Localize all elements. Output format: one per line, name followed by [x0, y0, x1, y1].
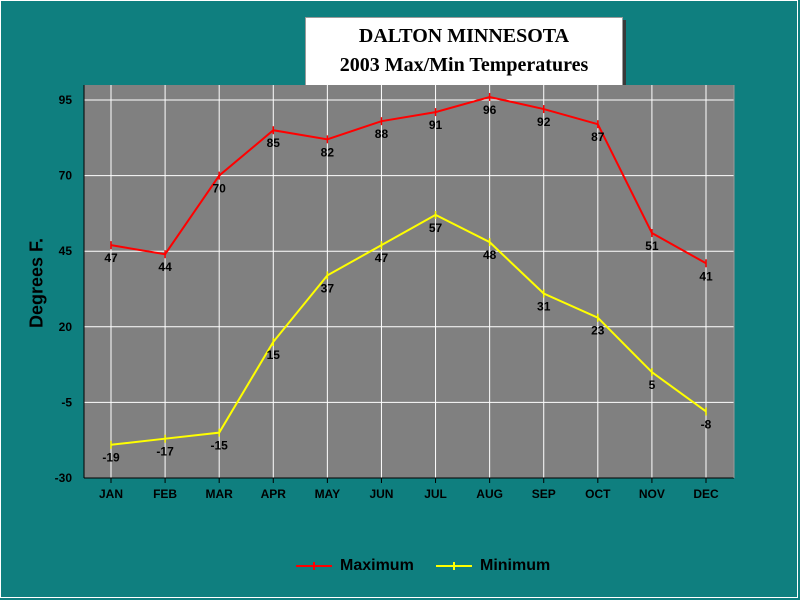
series-line-minimum	[110, 213, 707, 446]
data-label-maximum: 70	[213, 182, 227, 196]
data-label-minimum: 15	[267, 348, 281, 362]
data-label-maximum: 96	[483, 103, 497, 117]
data-label-minimum: 37	[321, 281, 335, 295]
x-tick-label: JUL	[424, 487, 447, 501]
legend-minimum-label: Minimum	[480, 557, 551, 574]
chart-title-line2: 2003 Max/Min Temperatures	[339, 54, 589, 76]
x-tick-label: OCT	[585, 487, 611, 501]
data-label-maximum: 85	[267, 136, 281, 150]
axes: 95 70 45 20 -5 -30 JAN FEB MAR APR MAY JUN JUL AUG SEP…	[55, 85, 735, 501]
legend: Maximum Minimum	[0, 557, 800, 579]
data-label-maximum: 88	[375, 127, 389, 141]
y-tick-label: 70	[59, 169, 73, 183]
legend-item-maximum: Maximum	[296, 557, 414, 575]
plot-background	[84, 85, 734, 478]
x-tick-label: DEC	[693, 487, 719, 501]
chart-title-line1: DALTON MINNESOTA	[358, 25, 570, 47]
data-label-maximum: 51	[645, 239, 659, 253]
data-label-maximum: 91	[429, 118, 443, 132]
data-label-minimum: -8	[701, 417, 712, 431]
x-tick-label: JUN	[369, 487, 393, 501]
data-label-maximum: 92	[537, 115, 551, 129]
x-tick-label: SEP	[532, 487, 556, 501]
data-label-maximum: 87	[591, 130, 605, 144]
x-tick-label: APR	[261, 487, 287, 501]
data-label-minimum: -15	[211, 439, 229, 453]
y-tick-label: 20	[59, 320, 73, 334]
x-tick-label: AUG	[476, 487, 503, 501]
y-tick-label: -30	[55, 471, 73, 485]
x-tick-label: NOV	[639, 487, 665, 501]
data-label-minimum: 57	[429, 221, 443, 235]
legend-minimum-swatch	[436, 562, 472, 570]
x-tick-label: MAR	[206, 487, 234, 501]
x-tick-label: MAY	[315, 487, 341, 501]
data-label-minimum: 23	[591, 324, 605, 338]
y-tick-label: -5	[61, 395, 72, 409]
data-label-maximum: 41	[699, 269, 713, 283]
data-label-minimum: 47	[375, 251, 389, 265]
y-tick-label: 45	[59, 244, 73, 258]
data-label-maximum: 44	[158, 260, 172, 274]
data-label-minimum: 31	[537, 300, 551, 314]
plot-area	[84, 85, 734, 478]
legend-item-minimum: Minimum	[436, 557, 550, 575]
series-lines	[110, 92, 707, 449]
y-tick-label: 95	[59, 93, 73, 107]
data-label-maximum: 82	[321, 145, 335, 159]
data-label-minimum: 48	[483, 248, 497, 262]
data-labels: 47 44 70 85 82 88 91 96 92 87 51 41 -19 -17 -15 15 37 47 5…	[102, 103, 713, 465]
legend-maximum-label: Maximum	[340, 557, 414, 574]
x-tick-label: JAN	[99, 487, 123, 501]
data-label-minimum: 5	[649, 378, 656, 392]
grid-lines	[84, 85, 734, 479]
legend-maximum-swatch	[296, 562, 332, 570]
series-line-maximum	[110, 95, 707, 265]
data-label-minimum: -19	[102, 451, 120, 465]
x-tick-label: FEB	[153, 487, 177, 501]
data-label-maximum: 47	[104, 251, 118, 265]
data-label-minimum: -17	[156, 445, 174, 459]
